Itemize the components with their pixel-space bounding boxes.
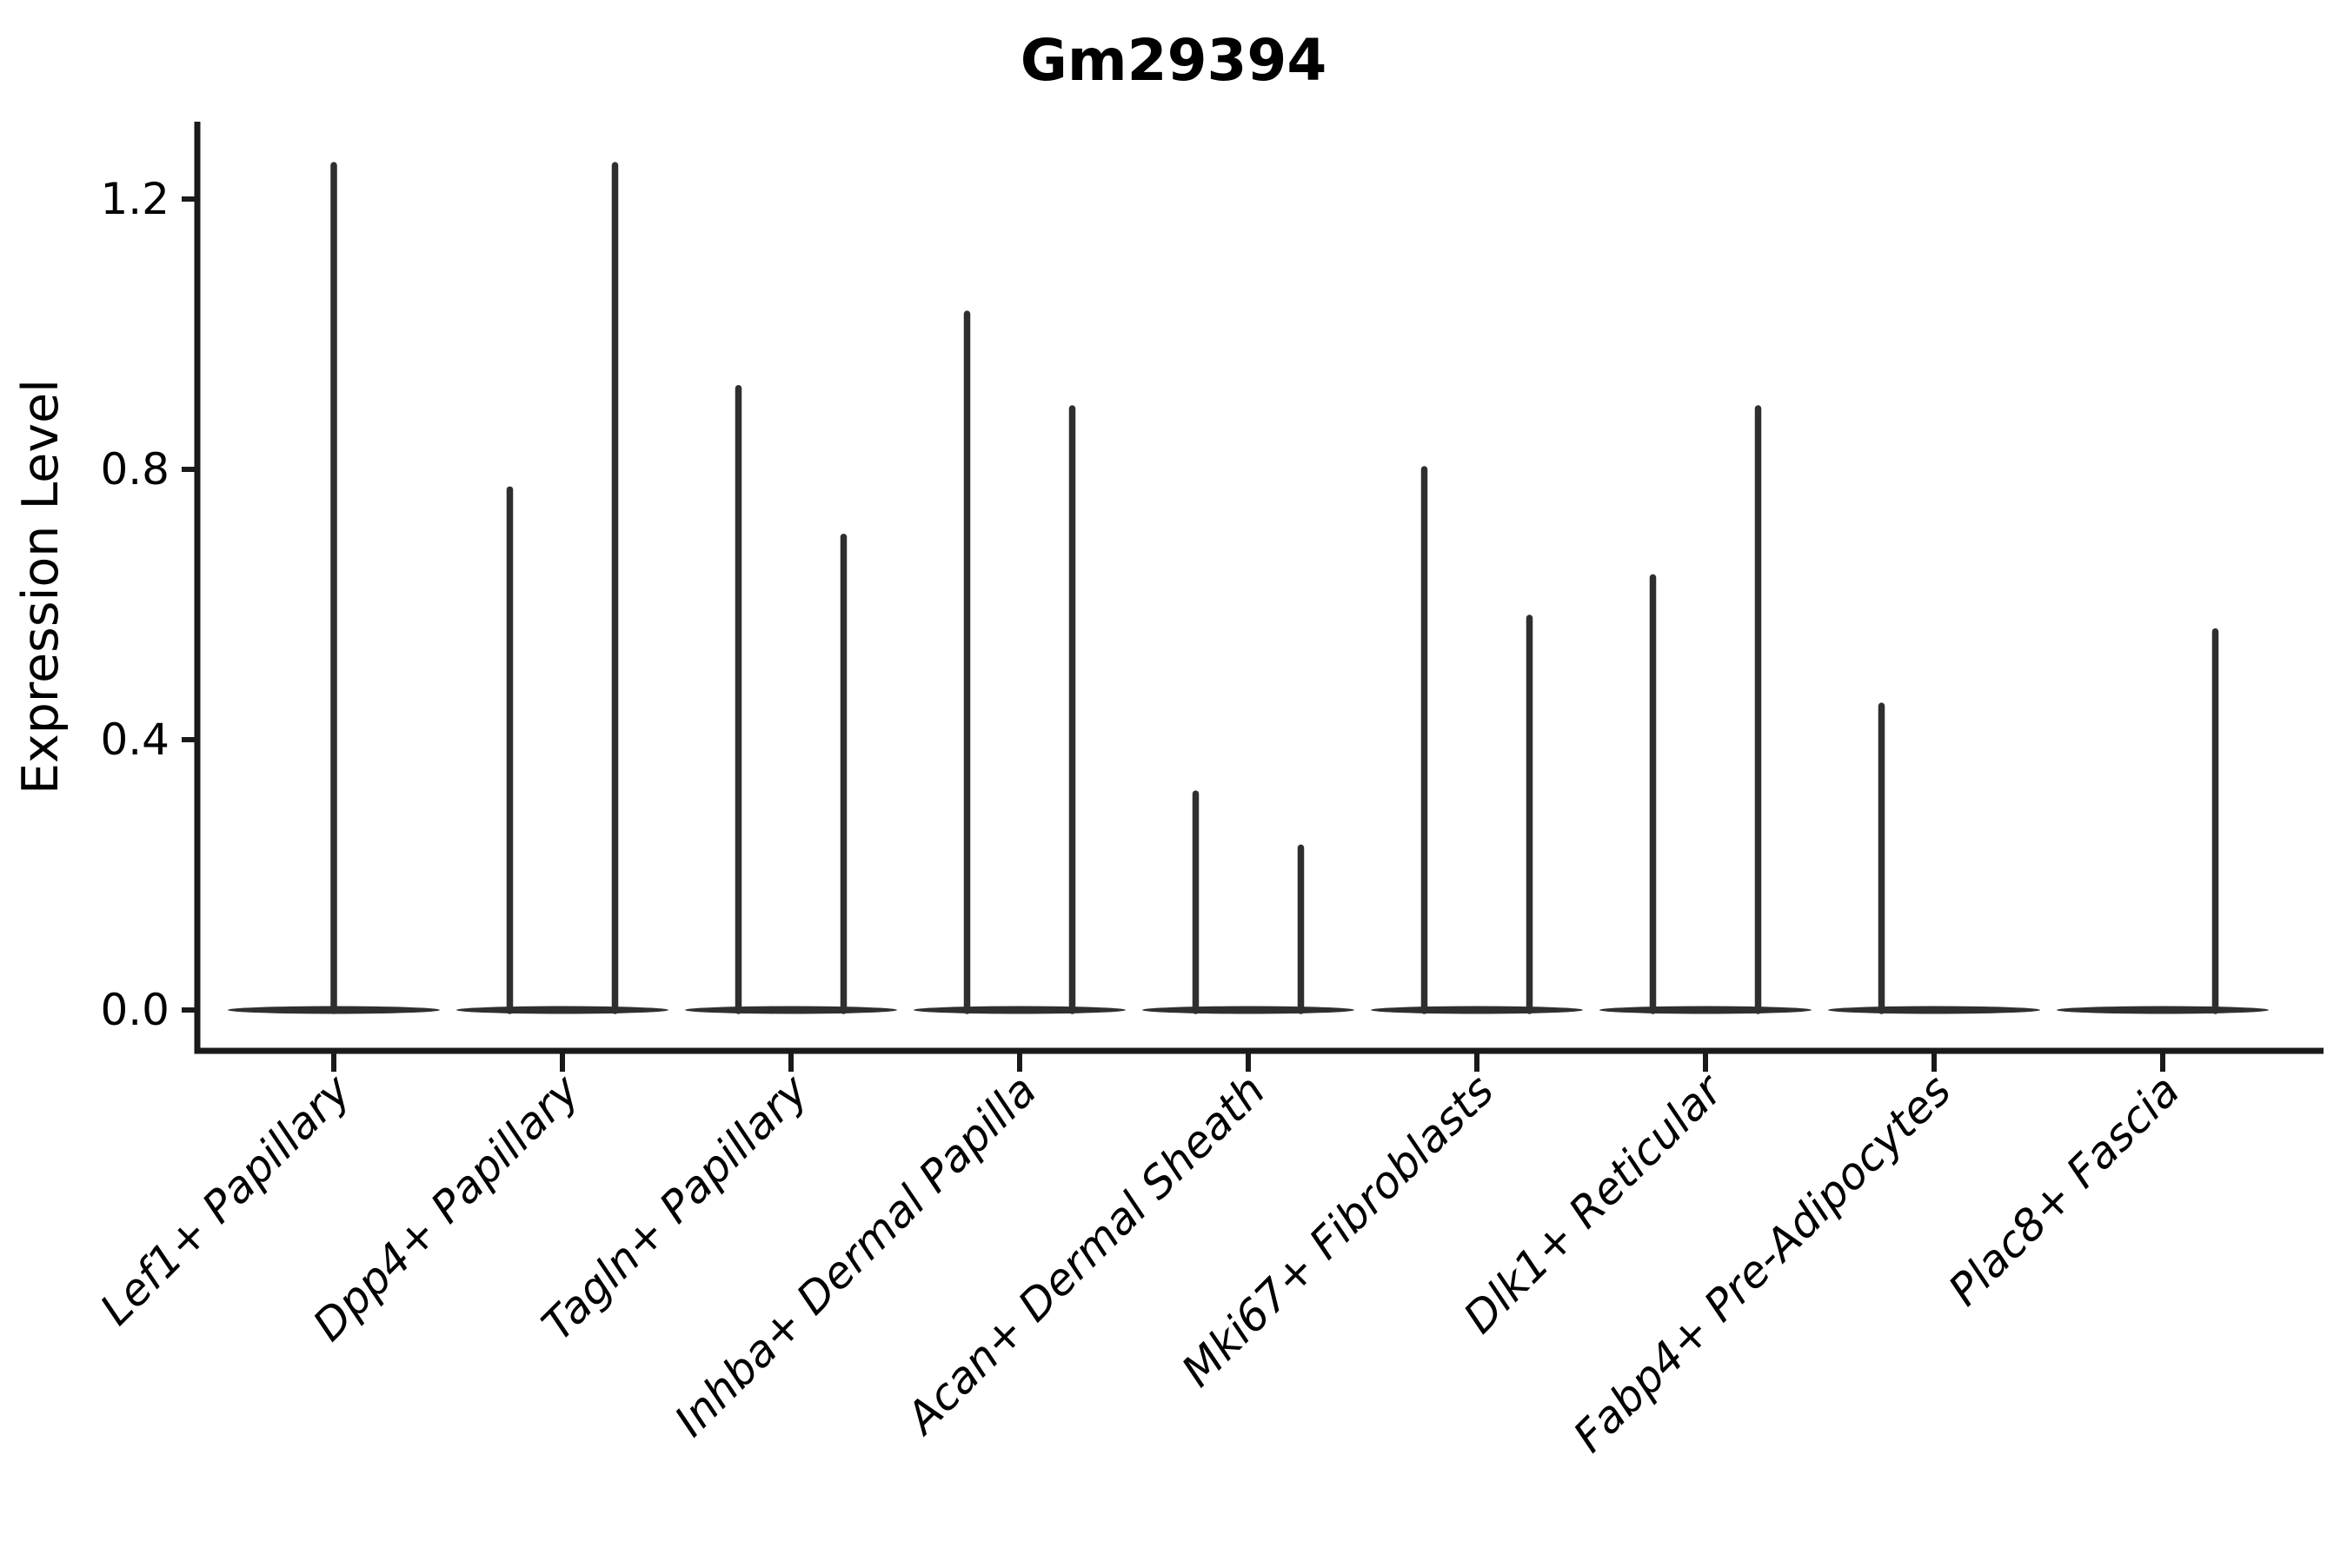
violin-base [1828, 1006, 2040, 1014]
violin-1 [228, 162, 440, 1014]
y-tick-label: 1.2 [100, 174, 170, 224]
x-tick-label: Fabp4+ Pre-Adipocytes [1564, 1065, 1961, 1462]
x-tick-label: Lef1+ Papillary [90, 1064, 361, 1334]
x-tick-label: Acan+ Dermal Sheath [895, 1065, 1275, 1445]
violin-6 [1371, 466, 1583, 1014]
violin-9 [2057, 628, 2269, 1014]
violin-base [914, 1006, 1126, 1014]
violin-base [2057, 1006, 2269, 1014]
violin-5 [1142, 790, 1354, 1014]
violin-4 [914, 310, 1126, 1014]
chart-title: Gm29394 [1021, 27, 1327, 94]
y-axis-ticks: 0.0 0.4 0.8 1.2 [100, 174, 197, 1035]
violins [228, 162, 2269, 1014]
violin-base [456, 1006, 668, 1014]
y-tick-label: 0.4 [100, 714, 170, 765]
y-tick-label: 0.0 [100, 985, 170, 1035]
violin-3 [685, 384, 897, 1014]
y-axis-label: Expression Level [12, 379, 70, 794]
y-tick-label: 0.8 [100, 444, 170, 495]
violin-2 [456, 162, 668, 1014]
violin-7 [1599, 405, 1812, 1014]
violin-base [685, 1006, 897, 1014]
violin-base [1371, 1006, 1583, 1014]
x-tick-label: Inhba+ Dermal Papilla [665, 1065, 1046, 1445]
violin-8 [1828, 702, 2040, 1014]
violin-base [1142, 1006, 1354, 1014]
x-axis-ticks [331, 1051, 2165, 1072]
violin-base [1599, 1006, 1812, 1014]
x-tick-label: Plac8+ Fascia [1939, 1065, 2190, 1315]
